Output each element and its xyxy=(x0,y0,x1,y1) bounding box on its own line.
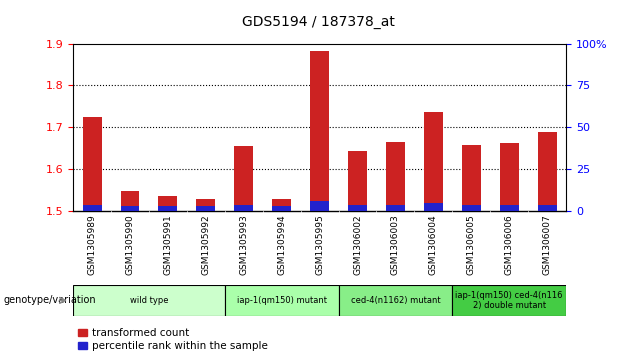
Bar xyxy=(83,117,102,211)
Bar xyxy=(197,206,216,211)
FancyBboxPatch shape xyxy=(338,285,452,316)
Bar xyxy=(83,205,102,211)
Text: GSM1305992: GSM1305992 xyxy=(202,214,211,275)
Bar xyxy=(348,151,367,211)
Text: ced-4(n1162) mutant: ced-4(n1162) mutant xyxy=(350,296,440,305)
Bar xyxy=(500,143,518,211)
Bar xyxy=(234,146,253,211)
Text: iap-1(qm150) mutant: iap-1(qm150) mutant xyxy=(237,296,327,305)
Bar xyxy=(348,205,367,211)
Text: GSM1305990: GSM1305990 xyxy=(125,214,134,275)
Text: GSM1305989: GSM1305989 xyxy=(88,214,97,275)
FancyBboxPatch shape xyxy=(73,285,225,316)
Bar xyxy=(310,201,329,211)
Bar xyxy=(234,205,253,211)
Bar xyxy=(386,142,405,211)
Text: iap-1(qm150) ced-4(n116
2) double mutant: iap-1(qm150) ced-4(n116 2) double mutant xyxy=(455,291,563,310)
Bar xyxy=(158,206,177,211)
Bar xyxy=(462,205,481,211)
FancyBboxPatch shape xyxy=(225,285,338,316)
Text: GSM1306005: GSM1306005 xyxy=(467,214,476,275)
Text: GDS5194 / 187378_at: GDS5194 / 187378_at xyxy=(242,15,394,29)
Bar xyxy=(121,206,139,211)
Bar xyxy=(424,203,443,211)
Bar xyxy=(310,51,329,211)
Text: GSM1305994: GSM1305994 xyxy=(277,214,286,275)
Bar xyxy=(500,205,518,211)
Bar xyxy=(386,205,405,211)
FancyBboxPatch shape xyxy=(452,285,566,316)
Text: GSM1306007: GSM1306007 xyxy=(543,214,551,275)
Bar xyxy=(158,196,177,211)
Text: GSM1306002: GSM1306002 xyxy=(353,214,362,275)
Bar xyxy=(272,199,291,211)
Text: GSM1306004: GSM1306004 xyxy=(429,214,438,275)
Bar xyxy=(537,205,556,211)
Text: GSM1305995: GSM1305995 xyxy=(315,214,324,275)
Text: GSM1306006: GSM1306006 xyxy=(505,214,514,275)
Text: GSM1306003: GSM1306003 xyxy=(391,214,400,275)
Text: genotype/variation: genotype/variation xyxy=(3,295,96,305)
Bar xyxy=(462,144,481,211)
Text: GSM1305991: GSM1305991 xyxy=(163,214,172,275)
Bar xyxy=(537,132,556,211)
Bar xyxy=(424,111,443,211)
Legend: transformed count, percentile rank within the sample: transformed count, percentile rank withi… xyxy=(78,328,268,351)
Text: GSM1305993: GSM1305993 xyxy=(239,214,248,275)
Bar xyxy=(121,191,139,211)
Bar xyxy=(272,206,291,211)
Text: wild type: wild type xyxy=(130,296,168,305)
Bar xyxy=(197,199,216,211)
